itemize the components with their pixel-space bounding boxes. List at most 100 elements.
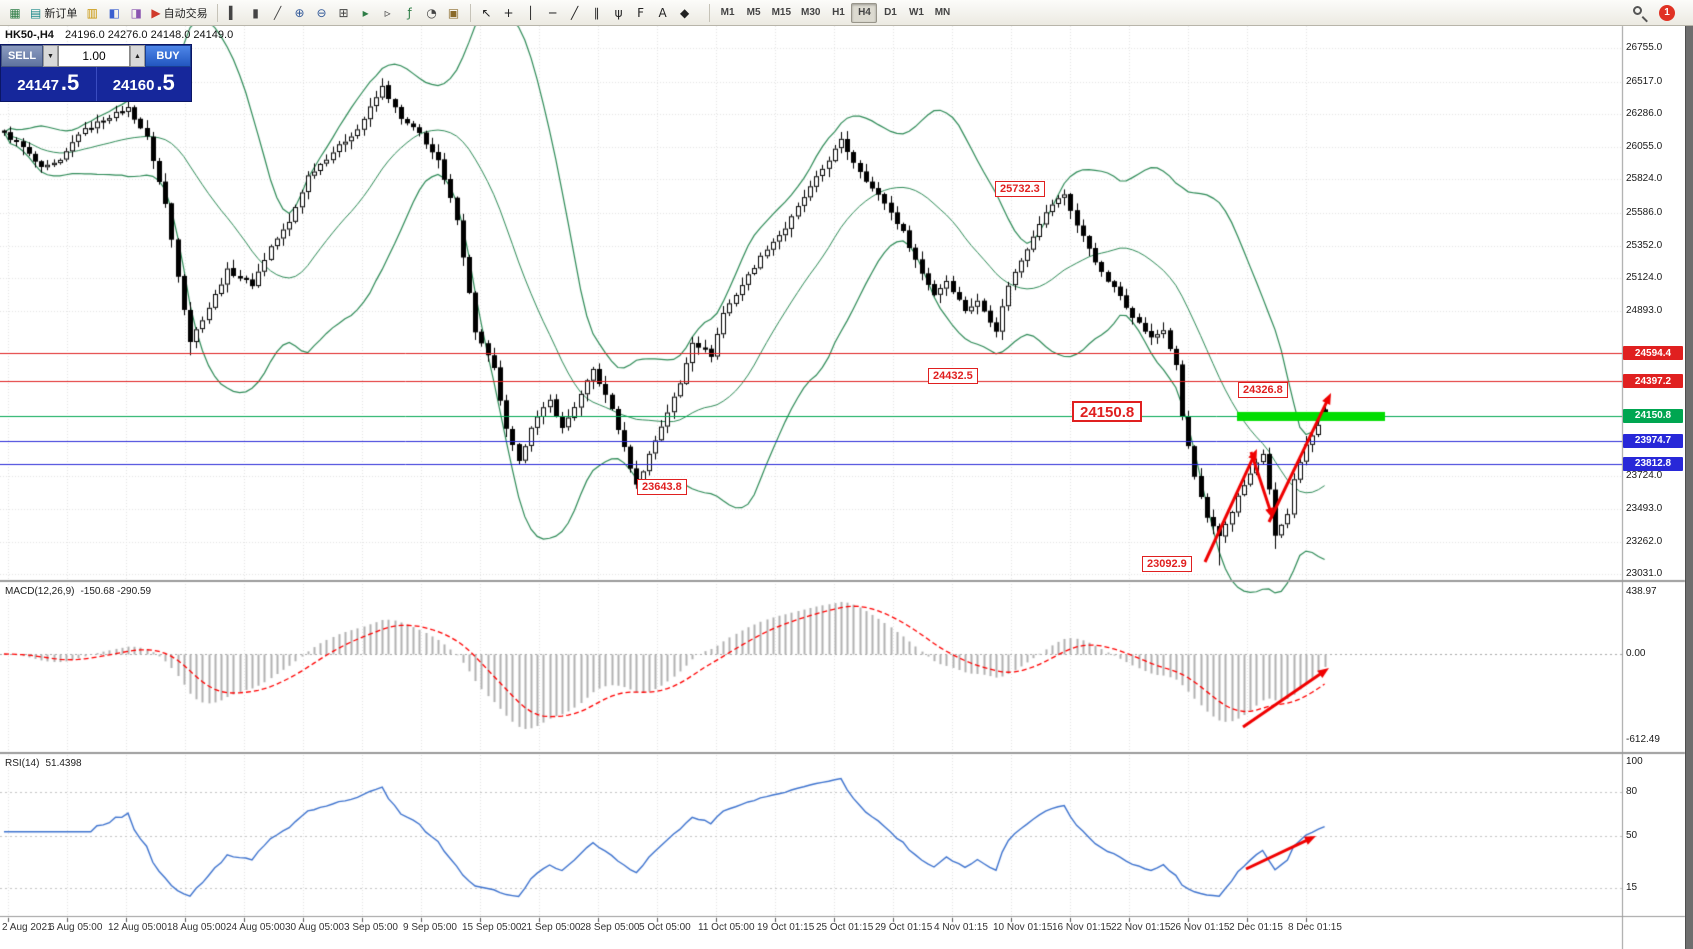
auto-scroll-icon: ▸ bbox=[362, 5, 369, 20]
templates-button[interactable]: ▣ bbox=[443, 2, 465, 24]
zoom-in-button[interactable]: ⊕ bbox=[289, 2, 311, 24]
macd-indicator-label: MACD(12,26,9) -150.68 -290.59 bbox=[5, 586, 151, 597]
buy-price: 24160.5 bbox=[97, 67, 192, 101]
horizontal-line-button[interactable]: ─ bbox=[542, 2, 564, 24]
timeframe-h4[interactable]: H4 bbox=[851, 2, 878, 23]
arrows-tool-icon: ◆ bbox=[679, 5, 690, 20]
crosshair-icon: + bbox=[503, 5, 514, 20]
equidistant-channel-button[interactable]: ∥ bbox=[586, 2, 608, 24]
text-icon: A bbox=[658, 5, 667, 20]
sell-price-main: 24147 bbox=[17, 77, 59, 94]
toolbar-separator bbox=[708, 3, 710, 22]
toolbar-group-chart-controls: ▍ ▮ ╱ ⊕ ⊖ ⊞ ▸ ▹ ƒ ◔ ▣ bbox=[223, 2, 465, 24]
periods-button[interactable]: ◔ bbox=[421, 2, 443, 24]
data-window-button[interactable]: ◨ bbox=[125, 2, 147, 24]
line-chart-icon: ╱ bbox=[273, 5, 282, 20]
fibonacci-icon: F bbox=[637, 5, 645, 20]
toolbar-separator bbox=[469, 3, 471, 22]
data-window-icon: ◨ bbox=[130, 5, 143, 20]
zoom-in-icon: ⊕ bbox=[294, 5, 305, 20]
candlestick-chart-icon: ▮ bbox=[252, 5, 259, 20]
search-icon[interactable] bbox=[1631, 4, 1649, 22]
timeframe-w1[interactable]: W1 bbox=[903, 3, 929, 23]
timeframe-mn[interactable]: MN bbox=[929, 3, 955, 23]
andrews-pitchfork-button[interactable]: ψ bbox=[608, 2, 630, 24]
indicators-icon: ƒ bbox=[407, 5, 412, 20]
vertical-line-button[interactable]: │ bbox=[520, 2, 542, 24]
crosshair-button[interactable]: + bbox=[498, 2, 520, 24]
arrows-tool-button[interactable]: ◆ bbox=[674, 2, 696, 24]
templates-icon: ▣ bbox=[447, 5, 460, 20]
bar-chart-button[interactable]: ▍ bbox=[223, 2, 245, 24]
periods-icon: ◔ bbox=[426, 5, 437, 20]
one-click-trading-panel: SELL ▼ ▲ BUY 24147.5 24160.5 bbox=[0, 44, 192, 102]
symbol-period-label: HK50-,H4 bbox=[5, 29, 54, 41]
sell-button[interactable]: SELL bbox=[1, 45, 43, 67]
indicators-button[interactable]: ƒ bbox=[399, 2, 421, 24]
volume-decrease-button[interactable]: ▼ bbox=[43, 45, 58, 67]
vertical-scrollbar[interactable] bbox=[1685, 0, 1693, 949]
auto-trading-button[interactable]: ▶ 自动交易 bbox=[147, 2, 211, 24]
sell-price: 24147.5 bbox=[1, 67, 97, 101]
magnifier-handle bbox=[1641, 15, 1648, 22]
trendline-button[interactable]: ╱ bbox=[564, 2, 586, 24]
new-chart-button[interactable]: ▦ bbox=[4, 2, 26, 24]
line-chart-button[interactable]: ╱ bbox=[267, 2, 289, 24]
tile-windows-button[interactable]: ⊞ bbox=[333, 2, 355, 24]
timeframe-toolbar: M1 M5 M15 M30 H1 H4 D1 W1 MN bbox=[704, 2, 956, 23]
chart-shift-button[interactable]: ▹ bbox=[377, 2, 399, 24]
new-order-icon: ▤ bbox=[30, 5, 42, 20]
market-watch-button[interactable]: ◧ bbox=[103, 2, 125, 24]
toolbar: ▦ ▤ 新订单 ▥ ◧ ◨ ▶ 自动交易 ▍ ▮ ╱ ⊕ ⊖ ⊞ ▸ ▹ ƒ ◔ ▣ ↖ + │ ─ ╱ ∥ ψ F A ◆ M1 M5 M… bbox=[0, 0, 1693, 26]
order-panel-controls: SELL ▼ ▲ BUY bbox=[1, 45, 191, 67]
auto-trading-button-label: 自动交易 bbox=[163, 7, 208, 20]
toolbar-separator bbox=[216, 3, 218, 22]
notification-badge[interactable]: 1 bbox=[1659, 4, 1675, 21]
volume-increase-button[interactable]: ▲ bbox=[130, 45, 145, 67]
timeframe-d1[interactable]: D1 bbox=[877, 3, 903, 23]
horizontal-line-icon: ─ bbox=[548, 5, 557, 20]
candlestick-chart-button[interactable]: ▮ bbox=[245, 2, 267, 24]
chart-shift-icon: ▹ bbox=[384, 5, 391, 20]
order-panel-prices: 24147.5 24160.5 bbox=[1, 67, 191, 101]
ohlc-values: 24196.0 24276.0 24148.0 24149.0 bbox=[64, 29, 234, 41]
text-button[interactable]: A bbox=[652, 2, 674, 24]
rsi-name: RSI(14) bbox=[5, 758, 40, 769]
volume-input[interactable] bbox=[58, 45, 130, 67]
sell-price-pips: .5 bbox=[60, 70, 80, 95]
buy-button[interactable]: BUY bbox=[145, 45, 191, 67]
bar-chart-icon: ▍ bbox=[228, 5, 239, 20]
timeframe-m30[interactable]: M30 bbox=[796, 3, 825, 23]
toolbar-right: 1 bbox=[1631, 4, 1689, 22]
trendline-icon: ╱ bbox=[570, 5, 579, 20]
zoom-out-button[interactable]: ⊖ bbox=[311, 2, 333, 24]
cursor-icon: ↖ bbox=[481, 5, 492, 20]
timeframe-m5[interactable]: M5 bbox=[741, 3, 767, 23]
auto-trading-icon: ▶ bbox=[151, 5, 161, 20]
auto-scroll-button[interactable]: ▸ bbox=[355, 2, 377, 24]
timeframe-h1[interactable]: H1 bbox=[825, 3, 851, 23]
profiles-button[interactable]: ▥ bbox=[81, 2, 103, 24]
zoom-out-icon: ⊖ bbox=[316, 5, 327, 20]
macd-name: MACD(12,26,9) bbox=[5, 586, 75, 597]
profiles-icon: ▥ bbox=[86, 5, 99, 20]
timeframe-m15[interactable]: M15 bbox=[767, 3, 796, 23]
fibonacci-button[interactable]: F bbox=[630, 2, 652, 24]
andrews-pitchfork-icon: ψ bbox=[614, 5, 623, 20]
rsi-value: 51.4398 bbox=[45, 758, 82, 769]
magnifier-circle bbox=[1633, 5, 1642, 15]
new-order-button[interactable]: ▤ 新订单 bbox=[26, 2, 81, 24]
toolbar-group-line-studies: ↖ + │ ─ ╱ ∥ ψ F A ◆ bbox=[476, 2, 696, 24]
tile-windows-icon: ⊞ bbox=[338, 5, 349, 20]
new-order-button-label: 新订单 bbox=[44, 7, 78, 20]
buy-price-pips: .5 bbox=[156, 70, 175, 95]
market-watch-icon: ◧ bbox=[108, 5, 121, 20]
rsi-indicator-label: RSI(14) 51.4398 bbox=[5, 758, 82, 769]
cursor-button[interactable]: ↖ bbox=[476, 2, 498, 24]
toolbar-button-groups: ▦ ▤ 新订单 ▥ ◧ ◨ ▶ 自动交易 ▍ ▮ ╱ ⊕ ⊖ ⊞ ▸ ▹ ƒ ◔ ▣ ↖ + │ ─ ╱ ∥ ψ F A ◆ bbox=[4, 2, 696, 24]
new-chart-icon: ▦ bbox=[9, 5, 21, 20]
toolbar-group-standard: ▦ ▤ 新订单 ▥ ◧ ◨ ▶ 自动交易 bbox=[4, 2, 212, 24]
timeframe-m1[interactable]: M1 bbox=[715, 3, 741, 23]
